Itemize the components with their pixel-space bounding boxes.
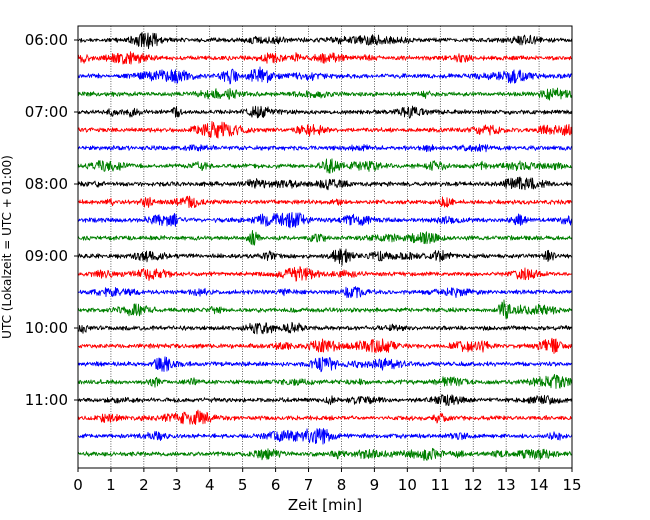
seismic-trace (77, 266, 573, 282)
x-tick-label: 14 (530, 476, 549, 494)
x-tick-label: 1 (106, 476, 116, 494)
y-tick-label: 10:00 (25, 319, 68, 337)
seismic-trace (77, 286, 573, 299)
seismic-trace (77, 337, 573, 354)
x-tick-label: 13 (497, 476, 516, 494)
y-tick-label: 09:00 (25, 247, 68, 265)
seismic-trace (77, 299, 573, 319)
x-tick-label: 2 (139, 476, 149, 494)
y-tick-label: 07:00 (25, 103, 68, 121)
plot-frame (77, 25, 573, 469)
seismic-trace (77, 51, 573, 65)
x-tick-label: 6 (271, 476, 281, 494)
seismic-trace (77, 212, 573, 229)
seismic-trace (77, 321, 573, 335)
seismic-trace (77, 409, 573, 425)
x-tick-label: 3 (172, 476, 182, 494)
seismic-trace (77, 87, 573, 101)
y-tick-label: 08:00 (25, 175, 68, 193)
plot-background (78, 26, 572, 468)
x-tick-label: 9 (370, 476, 380, 494)
x-tick-label: 5 (238, 476, 248, 494)
x-tick-label: 4 (205, 476, 215, 494)
x-axis-label: Zeit [min] (288, 496, 362, 514)
seismic-trace (77, 143, 573, 153)
seismic-trace (77, 176, 573, 191)
seismic-traces (77, 31, 573, 461)
x-tick-label: 7 (304, 476, 314, 494)
y-axis-ticks: 06:00 07:00 08:00 09:00 10:00 11:00 (25, 31, 78, 409)
seismic-trace (77, 66, 573, 85)
x-tick-label: 8 (337, 476, 347, 494)
x-tick-label: 10 (398, 476, 417, 494)
x-axis-ticks: 0 1 2 3 4 5 6 7 8 9 10 11 12 13 14 15 (73, 468, 582, 494)
x-tick-label: 11 (431, 476, 450, 494)
seismic-trace (77, 373, 573, 389)
seismic-trace (77, 31, 573, 50)
seismic-trace (77, 248, 573, 266)
seismic-trace (77, 394, 573, 406)
x-tick-label: 15 (562, 476, 581, 494)
y-tick-label: 11:00 (25, 391, 68, 409)
x-tick-label: 0 (73, 476, 83, 494)
y-tick-label: 06:00 (25, 31, 68, 49)
seismic-trace (77, 356, 573, 373)
seismic-trace (77, 428, 573, 445)
seismic-trace (77, 230, 573, 246)
x-tick-label: 12 (464, 476, 483, 494)
y-axis-label: UTC (Lokalzeit = UTC + 01:00) (0, 155, 14, 339)
seismic-trace (77, 447, 573, 461)
seismic-trace (77, 105, 573, 119)
grid (110, 26, 540, 468)
seismic-trace (77, 121, 573, 139)
seismic-trace (77, 158, 573, 174)
seismic-trace (77, 195, 573, 209)
